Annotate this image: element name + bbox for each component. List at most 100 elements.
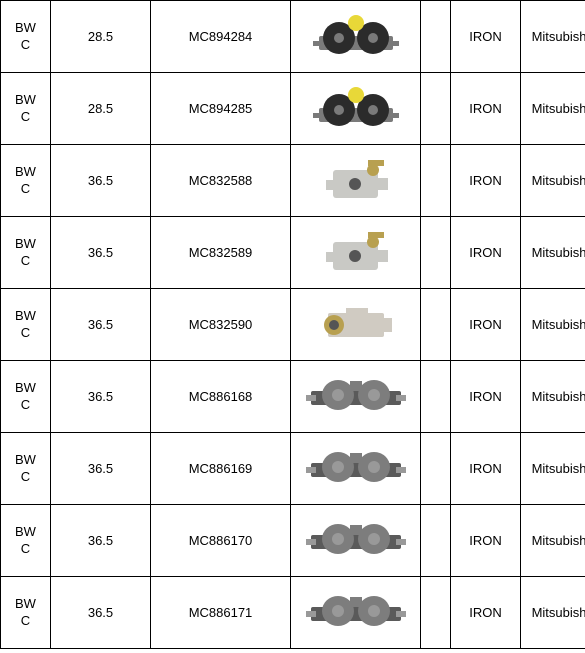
cell-partno: MC886169 — [151, 433, 291, 505]
part-image-icon — [318, 224, 393, 279]
type-line1: BW — [3, 236, 48, 253]
cell-type: BW C — [1, 433, 51, 505]
cell-image — [291, 1, 421, 73]
cell-image — [291, 217, 421, 289]
part-image-icon — [306, 443, 406, 491]
table-row: BW C 36.5 MC832589 IRON Mitsubishi — [1, 217, 585, 289]
cell-make: Mitsubishi — [521, 505, 585, 577]
type-line1: BW — [3, 164, 48, 181]
table-row: BW C 36.5 MC886169 IRON Mitsubishi — [1, 433, 585, 505]
cell-type: BW C — [1, 145, 51, 217]
cell-partno: MC886171 — [151, 577, 291, 649]
cell-material: IRON — [451, 505, 521, 577]
type-line1: BW — [3, 92, 48, 109]
cell-partno: MC886168 — [151, 361, 291, 433]
cell-image — [291, 145, 421, 217]
cell-partno: MC832588 — [151, 145, 291, 217]
cell-type: BW C — [1, 217, 51, 289]
part-image-icon — [311, 8, 401, 63]
cell-partno: MC832590 — [151, 289, 291, 361]
type-line1: BW — [3, 452, 48, 469]
type-line2: C — [3, 37, 48, 54]
type-line1: BW — [3, 524, 48, 541]
cell-type: BW C — [1, 289, 51, 361]
cell-size: 36.5 — [51, 505, 151, 577]
cell-image — [291, 73, 421, 145]
type-line1: BW — [3, 596, 48, 613]
cell-make: Mitsubishi — [521, 73, 585, 145]
cell-image — [291, 361, 421, 433]
table-row: BW C 28.5 MC894284 IRON Mitsubishi — [1, 1, 585, 73]
cell-size: 28.5 — [51, 1, 151, 73]
cell-type: BW C — [1, 577, 51, 649]
part-image-icon — [306, 515, 406, 563]
cell-make: Mitsubishi — [521, 145, 585, 217]
cell-material: IRON — [451, 217, 521, 289]
cell-empty — [421, 577, 451, 649]
cell-material: IRON — [451, 577, 521, 649]
type-line2: C — [3, 397, 48, 414]
cell-empty — [421, 361, 451, 433]
cell-material: IRON — [451, 145, 521, 217]
part-image-icon — [311, 80, 401, 135]
cell-size: 28.5 — [51, 73, 151, 145]
cell-type: BW C — [1, 361, 51, 433]
table-row: BW C 36.5 MC886170 IRON Mitsubishi — [1, 505, 585, 577]
cell-empty — [421, 433, 451, 505]
cell-empty — [421, 73, 451, 145]
cell-make: Mitsubishi — [521, 433, 585, 505]
cell-make: Mitsubishi — [521, 217, 585, 289]
cell-make: Mitsubishi — [521, 577, 585, 649]
cell-material: IRON — [451, 1, 521, 73]
type-line1: BW — [3, 308, 48, 325]
cell-material: IRON — [451, 289, 521, 361]
cell-type: BW C — [1, 505, 51, 577]
part-image-icon — [318, 152, 393, 207]
type-line1: BW — [3, 20, 48, 37]
cell-empty — [421, 1, 451, 73]
cell-empty — [421, 145, 451, 217]
type-line2: C — [3, 181, 48, 198]
table-row: BW C 36.5 MC886168 IRON Mitsubishi — [1, 361, 585, 433]
cell-make: Mitsubishi — [521, 1, 585, 73]
cell-image — [291, 433, 421, 505]
part-image-icon — [316, 298, 396, 348]
type-line2: C — [3, 469, 48, 486]
type-line2: C — [3, 541, 48, 558]
cell-material: IRON — [451, 433, 521, 505]
cell-size: 36.5 — [51, 361, 151, 433]
cell-type: BW C — [1, 73, 51, 145]
cell-material: IRON — [451, 361, 521, 433]
cell-make: Mitsubishi — [521, 361, 585, 433]
table-row: BW C 36.5 MC832588 IRON Mitsubishi — [1, 145, 585, 217]
cell-size: 36.5 — [51, 145, 151, 217]
type-line2: C — [3, 253, 48, 270]
cell-make: Mitsubishi — [521, 289, 585, 361]
cell-image — [291, 505, 421, 577]
cell-empty — [421, 289, 451, 361]
cell-partno: MC832589 — [151, 217, 291, 289]
cell-type: BW C — [1, 1, 51, 73]
cell-partno: MC894284 — [151, 1, 291, 73]
type-line2: C — [3, 325, 48, 342]
parts-table: BW C 28.5 MC894284 IRON Mitsubishi BW C … — [0, 0, 585, 649]
table-row: BW C 36.5 MC832590 IRON Mitsubishi — [1, 289, 585, 361]
cell-material: IRON — [451, 73, 521, 145]
part-image-icon — [306, 587, 406, 635]
table-row: BW C 28.5 MC894285 IRON Mitsubishi — [1, 73, 585, 145]
cell-partno: MC886170 — [151, 505, 291, 577]
part-image-icon — [306, 371, 406, 419]
cell-image — [291, 577, 421, 649]
cell-partno: MC894285 — [151, 73, 291, 145]
table-row: BW C 36.5 MC886171 IRON Mitsubishi — [1, 577, 585, 649]
cell-size: 36.5 — [51, 289, 151, 361]
cell-image — [291, 289, 421, 361]
type-line1: BW — [3, 380, 48, 397]
type-line2: C — [3, 109, 48, 126]
cell-size: 36.5 — [51, 577, 151, 649]
cell-size: 36.5 — [51, 433, 151, 505]
cell-empty — [421, 217, 451, 289]
cell-empty — [421, 505, 451, 577]
type-line2: C — [3, 613, 48, 630]
cell-size: 36.5 — [51, 217, 151, 289]
